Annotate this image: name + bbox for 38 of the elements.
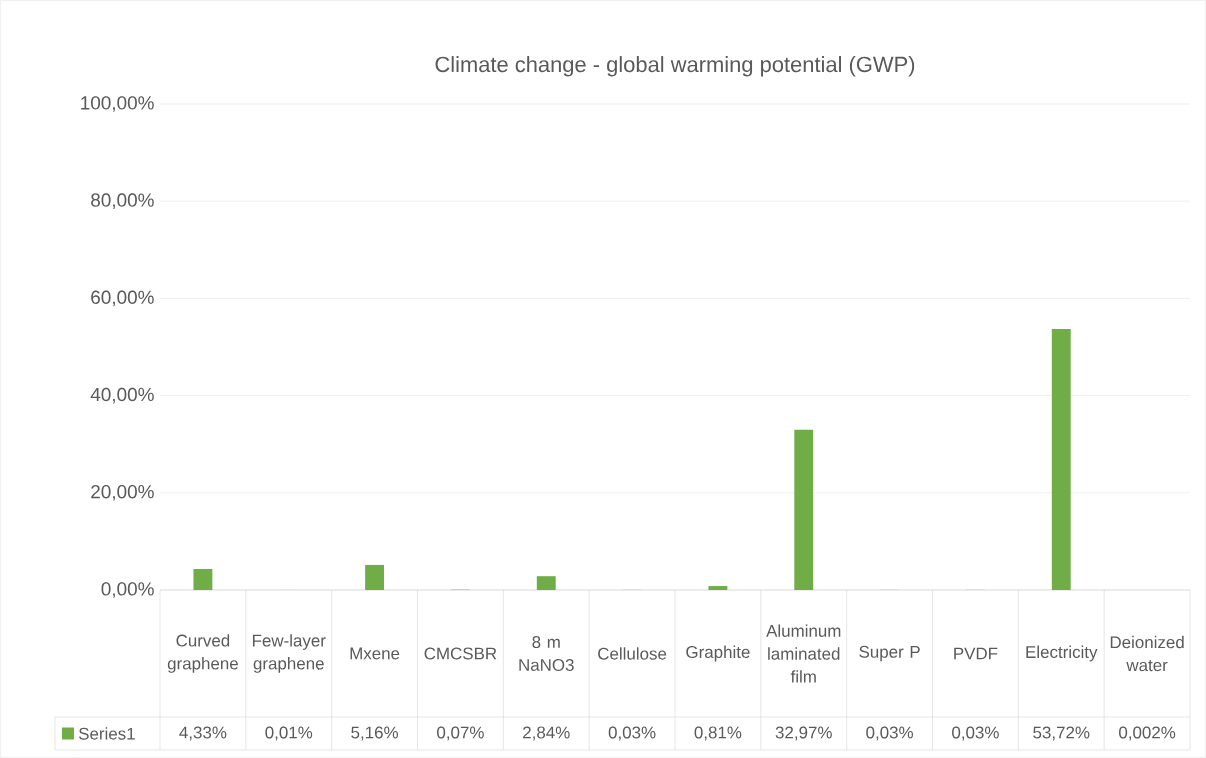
y-tick-label: 0,00% bbox=[101, 582, 154, 598]
data-label: 4,33% bbox=[179, 726, 227, 741]
bar bbox=[536, 576, 556, 590]
y-tick-label: 40,00% bbox=[90, 387, 154, 404]
y-tick-label: 80,00% bbox=[91, 193, 154, 210]
bar bbox=[1051, 328, 1071, 590]
x-tick-label: Electricity bbox=[1026, 645, 1098, 662]
data-label: 0,03% bbox=[952, 726, 999, 741]
x-tick-label: Super P bbox=[859, 645, 920, 662]
data-label: 0,03% bbox=[866, 726, 913, 741]
x-tick-label: Graphite bbox=[686, 645, 750, 662]
y-tick-label: 20,00% bbox=[91, 484, 154, 501]
chart-title: Climate change - global warming potential (GWP) bbox=[435, 56, 915, 77]
data-label: 0,002% bbox=[1119, 726, 1176, 741]
data-label: 2,84% bbox=[523, 726, 570, 741]
data-label: 0,07% bbox=[437, 726, 484, 741]
data-label: 53,72% bbox=[1033, 726, 1090, 741]
x-tick-label: Aluminum laminated film bbox=[766, 624, 841, 683]
data-label: 0,03% bbox=[608, 726, 656, 741]
x-tick-label: PVDF bbox=[954, 647, 998, 660]
x-tick-label: Cellulose bbox=[598, 647, 667, 660]
x-tick-label: Mxene bbox=[350, 647, 400, 660]
data-label: 0,81% bbox=[694, 726, 742, 741]
x-tick-label: 8 m NaNO3 bbox=[519, 636, 574, 671]
x-tick-label: CMCSBR bbox=[424, 647, 497, 660]
data-label: 5,16% bbox=[351, 726, 398, 741]
y-tick-label: 100,00% bbox=[81, 96, 154, 112]
legend-label: Series1 bbox=[78, 727, 135, 740]
y-tick-label: 60,00% bbox=[91, 290, 154, 307]
x-tick-label: Deionized water bbox=[1110, 635, 1184, 672]
x-tick-label: Few-layer graphene bbox=[252, 634, 326, 673]
bar bbox=[708, 586, 728, 590]
bar bbox=[193, 568, 213, 590]
data-label: 32,97% bbox=[775, 726, 832, 741]
x-tick-label: Curved graphene bbox=[167, 634, 238, 673]
bar bbox=[794, 429, 814, 590]
bar bbox=[365, 564, 385, 590]
data-label: 0,01% bbox=[265, 726, 313, 741]
